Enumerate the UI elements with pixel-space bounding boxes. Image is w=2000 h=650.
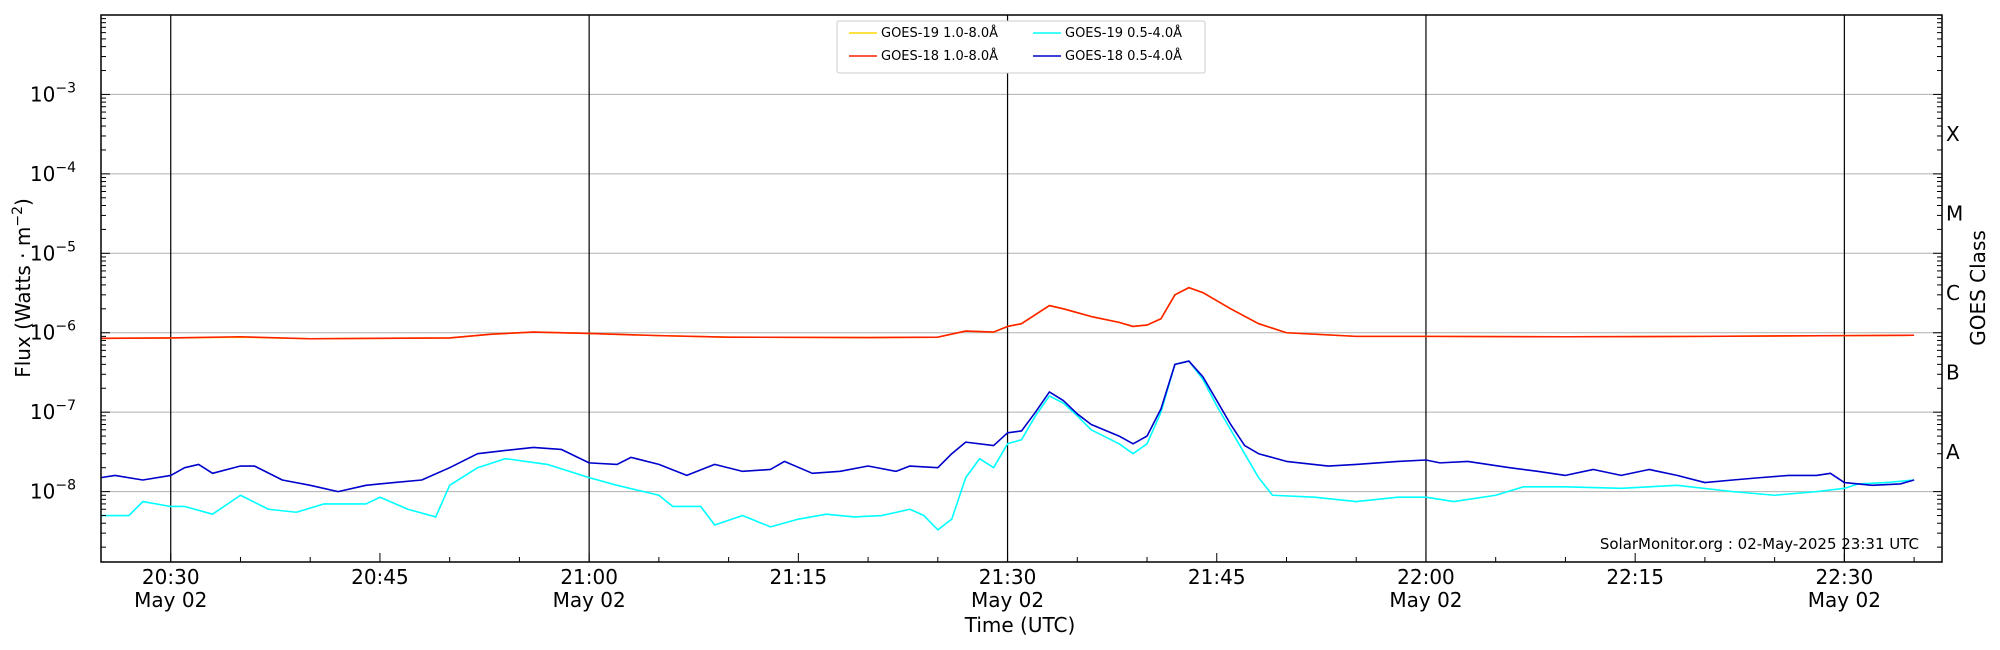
legend-label: GOES-19 1.0-8.0Å: [881, 25, 998, 41]
x-tick-date-label: May 02: [1389, 588, 1462, 612]
x-tick-label: 22:30: [1816, 565, 1874, 589]
goes-class-label: A: [1946, 440, 1960, 464]
series-line-4: [100, 360, 1915, 493]
x-tick-label: 22:00: [1397, 565, 1455, 589]
series-line-3: [101, 360, 1915, 531]
x-tick-label: 22:15: [1606, 565, 1664, 589]
legend: GOES-19 1.0-8.0Å GOES-18 1.0-8.0Å GOES-19 …: [836, 20, 1206, 74]
x-tick-label: 21:00: [560, 565, 618, 589]
x-tick-date-label: May 02: [134, 588, 207, 612]
x-tick-date-label: May 02: [1808, 588, 1881, 612]
y-tick-label: 10−3: [30, 80, 76, 106]
goes-class-label: B: [1946, 360, 1960, 384]
right-axis-title: GOES Class: [1966, 230, 1990, 346]
y-tick-label: 10−7: [30, 398, 76, 424]
y-tick-label: 10−5: [30, 239, 76, 265]
axis-ticks: [100, 14, 1942, 562]
plot-frame: [100, 14, 1943, 563]
series-line-2: [100, 286, 1915, 340]
x-tick-label: 20:30: [142, 565, 200, 589]
goes-class-label: M: [1946, 202, 1963, 226]
legend-label: GOES-18 0.5-4.0Å: [1065, 48, 1182, 64]
x-tick-label: 20:45: [351, 565, 409, 589]
goes-class-labels: X M C B A: [1946, 122, 1963, 464]
y-tick-label: 10−4: [30, 160, 76, 186]
legend-label: GOES-19 0.5-4.0Å: [1065, 25, 1182, 41]
goes-class-label: C: [1946, 281, 1960, 305]
goes-class-label: X: [1946, 122, 1960, 146]
legend-label: GOES-18 1.0-8.0Å: [881, 48, 998, 64]
x-tick-label: 21:15: [770, 565, 828, 589]
y-tick-labels: 10−8 10−7 10−6 10−5 10−4 10−3: [30, 80, 76, 503]
x-tick-date-label: May 02: [971, 588, 1044, 612]
flux-series: [100, 286, 1915, 531]
y-tick-label: 10−8: [30, 478, 76, 504]
day-marker-lines: [170, 15, 1845, 562]
x-tick-label: 21:30: [979, 565, 1037, 589]
credit-text: SolarMonitor.org : 02-May-2025 23:31 UTC: [1600, 535, 1919, 553]
y-tick-label: 10−6: [30, 319, 76, 345]
y-axis-title: Flux (Watts · m−2): [10, 198, 35, 378]
legend-box: [836, 20, 1206, 74]
x-tick-label: 21:45: [1188, 565, 1246, 589]
grid-lines: [101, 93, 1942, 493]
x-axis-title: Time (UTC): [964, 613, 1076, 637]
x-tick-date-label: May 02: [553, 588, 626, 612]
